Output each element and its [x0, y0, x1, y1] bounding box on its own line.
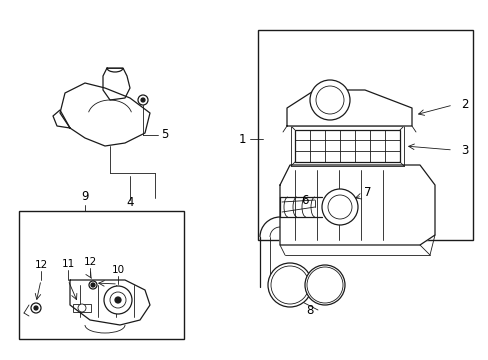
Text: 11: 11	[61, 259, 75, 269]
Circle shape	[321, 189, 357, 225]
Circle shape	[31, 303, 41, 313]
Text: 2: 2	[460, 99, 468, 112]
Polygon shape	[53, 110, 70, 128]
Text: 12: 12	[83, 257, 97, 267]
Text: 12: 12	[34, 260, 47, 270]
Bar	[19, 211, 183, 339]
Circle shape	[104, 286, 132, 314]
Circle shape	[309, 80, 349, 120]
Circle shape	[305, 265, 345, 305]
Text: 4: 4	[126, 197, 134, 210]
Text: 8: 8	[305, 303, 313, 316]
Circle shape	[110, 292, 126, 308]
Text: 5: 5	[161, 129, 168, 141]
Polygon shape	[103, 68, 130, 100]
Bar	[73, 304, 91, 312]
Circle shape	[78, 304, 86, 312]
Circle shape	[115, 297, 121, 303]
Circle shape	[34, 306, 38, 310]
Circle shape	[141, 98, 145, 102]
Text: 3: 3	[460, 144, 468, 157]
Circle shape	[270, 266, 308, 304]
Circle shape	[267, 263, 311, 307]
Circle shape	[315, 86, 343, 114]
Text: 7: 7	[364, 185, 371, 198]
Polygon shape	[70, 280, 150, 325]
Polygon shape	[280, 165, 434, 245]
Polygon shape	[286, 90, 411, 126]
Text: 9: 9	[81, 190, 88, 203]
Circle shape	[91, 283, 95, 287]
Bar	[294, 130, 399, 162]
Text: 10: 10	[111, 265, 124, 275]
Circle shape	[306, 267, 342, 303]
Text: 6: 6	[301, 194, 308, 207]
Circle shape	[138, 95, 148, 105]
Circle shape	[327, 195, 351, 219]
Bar	[258, 30, 472, 240]
Circle shape	[89, 281, 97, 289]
Text: 1: 1	[238, 133, 245, 146]
Circle shape	[310, 271, 338, 299]
Polygon shape	[60, 83, 150, 146]
Circle shape	[274, 270, 305, 300]
